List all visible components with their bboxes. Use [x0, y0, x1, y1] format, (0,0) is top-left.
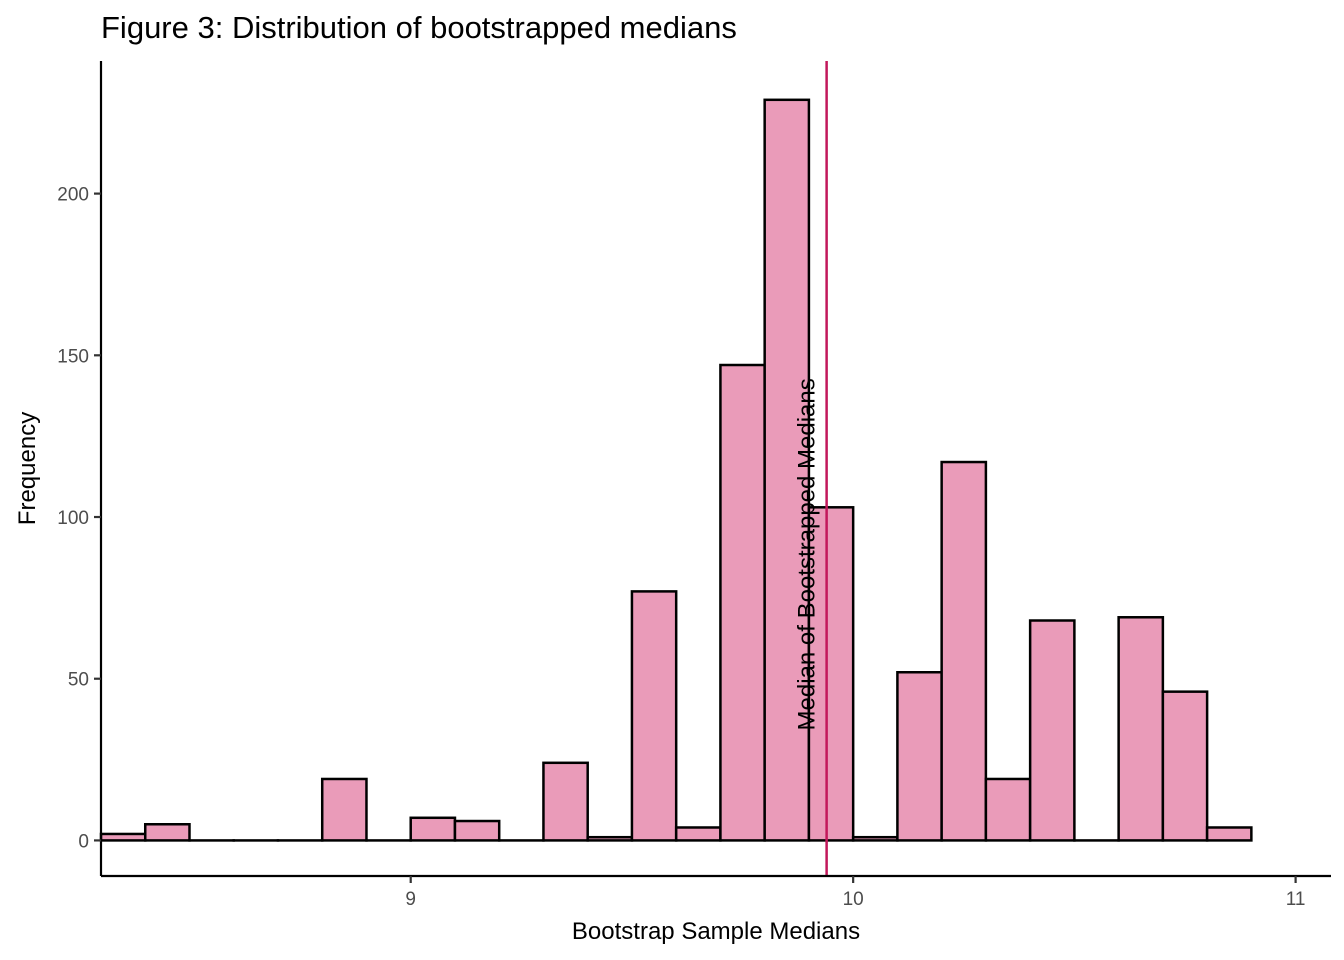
- histogram-bar-5: [320, 777, 368, 842]
- x-tick-label-0: 9: [405, 889, 416, 910]
- chart-title: Figure 3: Distribution of bootstrapped m…: [101, 10, 737, 45]
- histogram-bar-8: [453, 819, 501, 842]
- histogram-bar-17: [851, 835, 899, 842]
- y-tick-label-2: 100: [57, 508, 89, 529]
- x-tick-label-2: 11: [1286, 889, 1306, 910]
- y-axis-title: Frequency: [14, 412, 41, 525]
- histogram-bar-20: [984, 777, 1032, 842]
- y-tick-label-4: 200: [57, 185, 89, 206]
- histogram-bar-10: [542, 761, 589, 842]
- histogram-bars: [99, 98, 1253, 842]
- histogram-bar-1: [143, 823, 191, 842]
- histogram-bar-15: [763, 98, 811, 842]
- y-tick-label-1: 50: [68, 670, 89, 691]
- histogram-bar-12: [630, 590, 678, 842]
- histogram-bar-24: [1161, 690, 1209, 842]
- histogram-bar-7: [409, 816, 457, 842]
- histogram-bar-23: [1117, 616, 1165, 842]
- histogram-bar-21: [1028, 619, 1076, 842]
- y-tick-label-0: 0: [78, 831, 89, 852]
- median-line-label: Median of Bootstrapped Medians: [794, 378, 821, 730]
- histogram-bar-0: [99, 832, 147, 842]
- x-axis-title: Bootstrap Sample Medians: [572, 918, 860, 945]
- histogram-bar-16: [807, 506, 855, 842]
- histogram-bar-14: [719, 363, 766, 842]
- x-tick-label-1: 10: [843, 889, 864, 910]
- x-axis-ticks: 9 10 11: [405, 876, 1305, 910]
- histogram-bar-18: [896, 671, 943, 842]
- histogram-bar-11: [586, 835, 634, 842]
- histogram-bar-25: [1205, 826, 1253, 842]
- y-axis-ticks: 0 50 100 150 200: [57, 185, 101, 852]
- histogram-bar-19: [940, 460, 988, 842]
- y-tick-label-3: 150: [57, 346, 89, 367]
- histogram-bar-13: [674, 826, 722, 842]
